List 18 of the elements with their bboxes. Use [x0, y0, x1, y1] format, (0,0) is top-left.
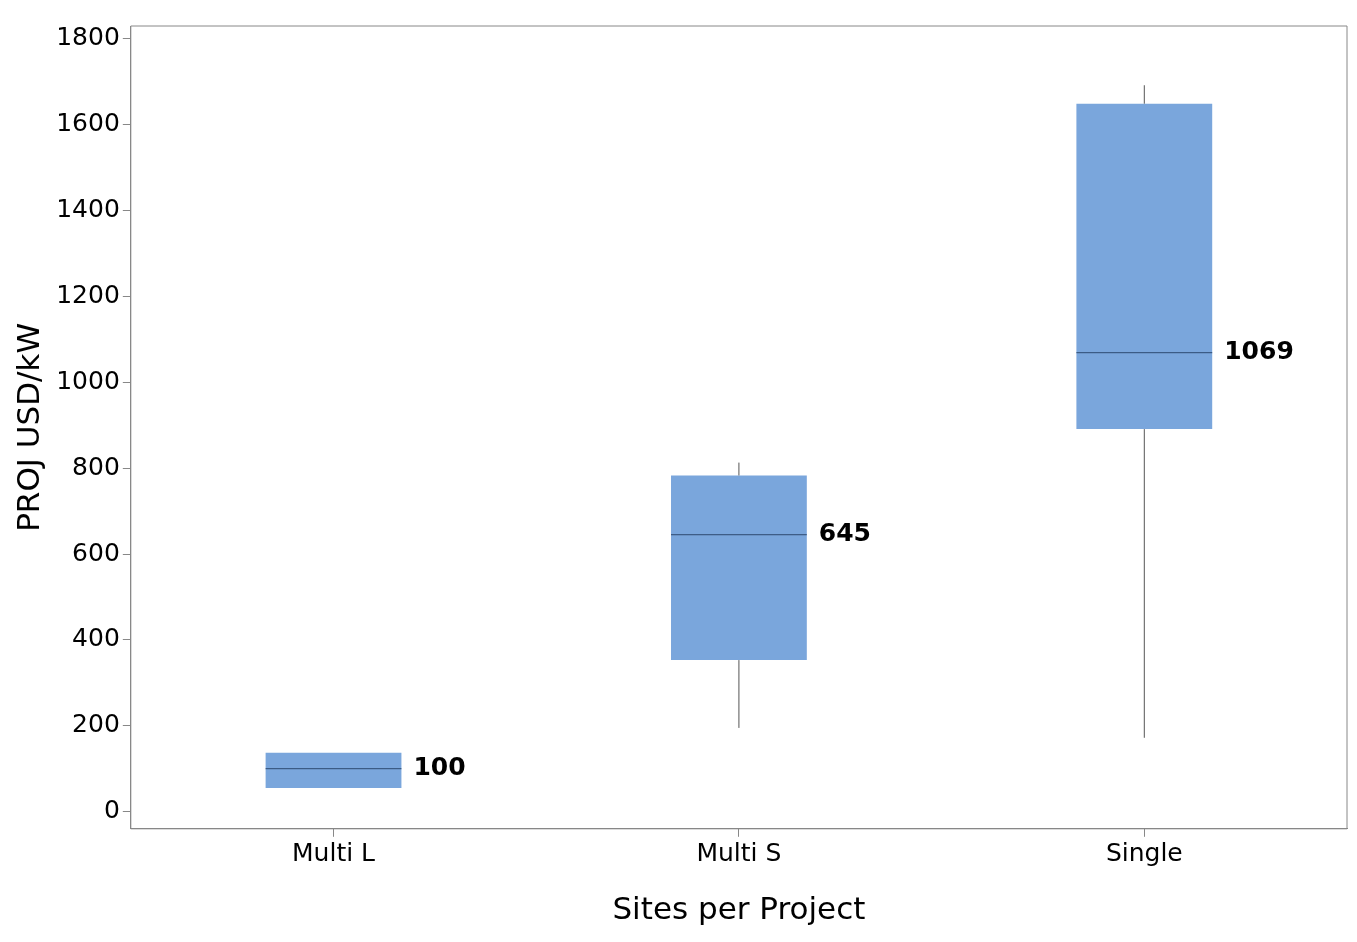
y-tick-label: 400 — [72, 623, 120, 653]
annotation: 1069 — [1224, 336, 1294, 366]
y-tick-label: 600 — [72, 537, 120, 567]
x-axis-title: Sites per Project — [612, 890, 866, 927]
y-tick-label: 1400 — [56, 194, 120, 224]
y-tick-label: 1200 — [56, 279, 120, 309]
y-tick-label: 1800 — [56, 22, 120, 52]
x-tick-label: Multi S — [696, 838, 782, 868]
y-tick-label: 0 — [103, 795, 120, 825]
y-tick-label: 1000 — [56, 365, 120, 395]
annotation: 100 — [413, 752, 466, 782]
x-tick-label: Single — [1105, 838, 1183, 868]
annotation: 645 — [818, 518, 871, 548]
y-tick-label: 800 — [72, 451, 120, 481]
y-tick-label: 200 — [72, 709, 120, 739]
y-axis-title: PROJ USD/kW — [9, 322, 46, 532]
y-tick-label: 1600 — [56, 108, 120, 138]
x-tick-label: Multi L — [292, 838, 376, 868]
